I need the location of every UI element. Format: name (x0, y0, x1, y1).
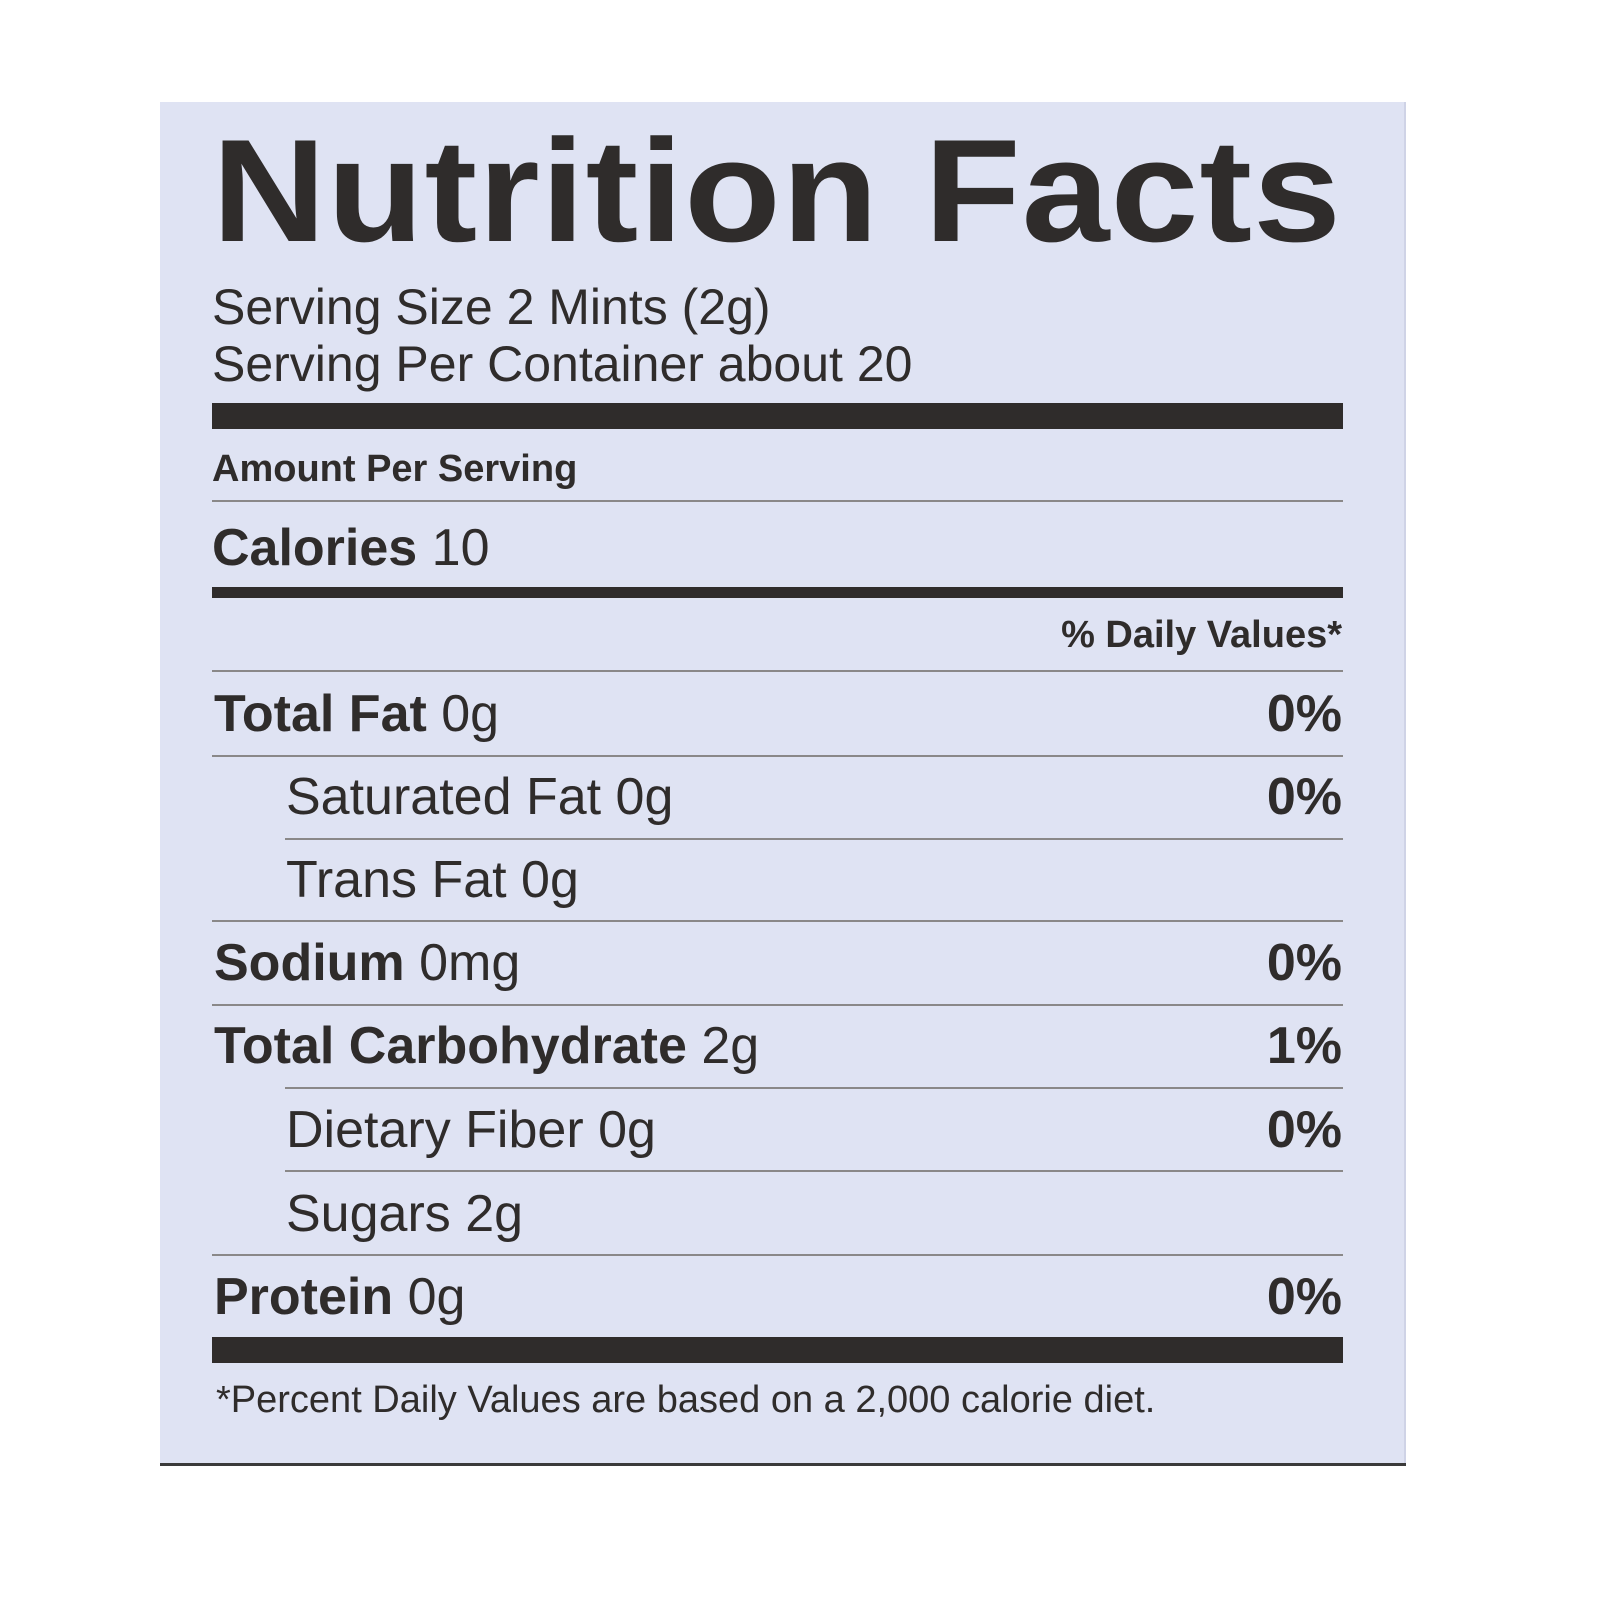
daily-value-percent: 0% (1266, 768, 1342, 826)
label-title: Nutrition Facts (212, 109, 1342, 272)
divider (212, 1004, 1343, 1006)
nutrient-name: Protein (214, 1268, 394, 1326)
divider (212, 670, 1343, 672)
thick-divider (212, 403, 1343, 429)
nutrient-row: Saturated Fat 0g (286, 771, 673, 823)
daily-value-percent: 0% (1266, 934, 1342, 992)
calories-value: 10 (431, 519, 490, 577)
daily-value-percent: 0% (1266, 685, 1342, 743)
nutrient-amount: 2g (465, 1185, 524, 1243)
nutrient-amount: 0g (441, 685, 500, 743)
nutrient-row: Sodium 0mg (214, 937, 520, 989)
nutrition-label-panel (160, 102, 1406, 1466)
calories-label: Calories (212, 519, 418, 577)
nutrient-row: Total Carbohydrate 2g (214, 1020, 759, 1072)
nutrient-name: Sodium (214, 934, 405, 992)
nutrient-name: Total Carbohydrate (214, 1017, 687, 1075)
nutrient-row: Total Fat 0g (214, 688, 499, 740)
divider (285, 838, 1343, 840)
nutrient-amount: 0g (598, 1101, 656, 1159)
daily-value-percent: 1% (1266, 1017, 1342, 1075)
servings-per-container: Serving Per Container about 20 (212, 336, 913, 392)
divider (212, 755, 1343, 757)
nutrient-amount: 0g (615, 768, 674, 826)
nutrient-name: Saturated Fat (286, 768, 602, 826)
calories-row: Calories 10 (212, 522, 490, 574)
amount-per-serving: Amount Per Serving (212, 448, 578, 490)
nutrient-amount: 0mg (419, 934, 521, 992)
thick-divider (212, 1337, 1343, 1363)
nutrient-name: Total Fat (214, 685, 427, 743)
nutrient-row: Dietary Fiber 0g (286, 1104, 656, 1156)
daily-values-header: % Daily Values* (1061, 614, 1342, 656)
daily-value-percent: 0% (1266, 1101, 1342, 1159)
medium-divider (212, 587, 1343, 598)
divider (285, 1170, 1343, 1172)
divider (212, 500, 1343, 502)
nutrient-amount: 0g (521, 851, 579, 909)
divider (285, 1087, 1343, 1089)
nutrient-name: Trans Fat (286, 851, 507, 909)
nutrient-amount: 2g (701, 1017, 760, 1075)
divider (212, 920, 1343, 922)
daily-value-percent: 0% (1266, 1268, 1342, 1326)
divider (212, 1254, 1343, 1256)
nutrient-row: Sugars 2g (286, 1188, 523, 1240)
nutrient-amount: 0g (407, 1268, 466, 1326)
nutrient-row: Protein 0g (214, 1271, 465, 1323)
nutrient-name: Sugars (286, 1185, 451, 1243)
serving-size: Serving Size 2 Mints (2g) (212, 279, 771, 335)
footnote: *Percent Daily Values are based on a 2,0… (216, 1379, 1156, 1421)
nutrient-name: Dietary Fiber (286, 1101, 584, 1159)
nutrient-row: Trans Fat 0g (286, 854, 579, 906)
